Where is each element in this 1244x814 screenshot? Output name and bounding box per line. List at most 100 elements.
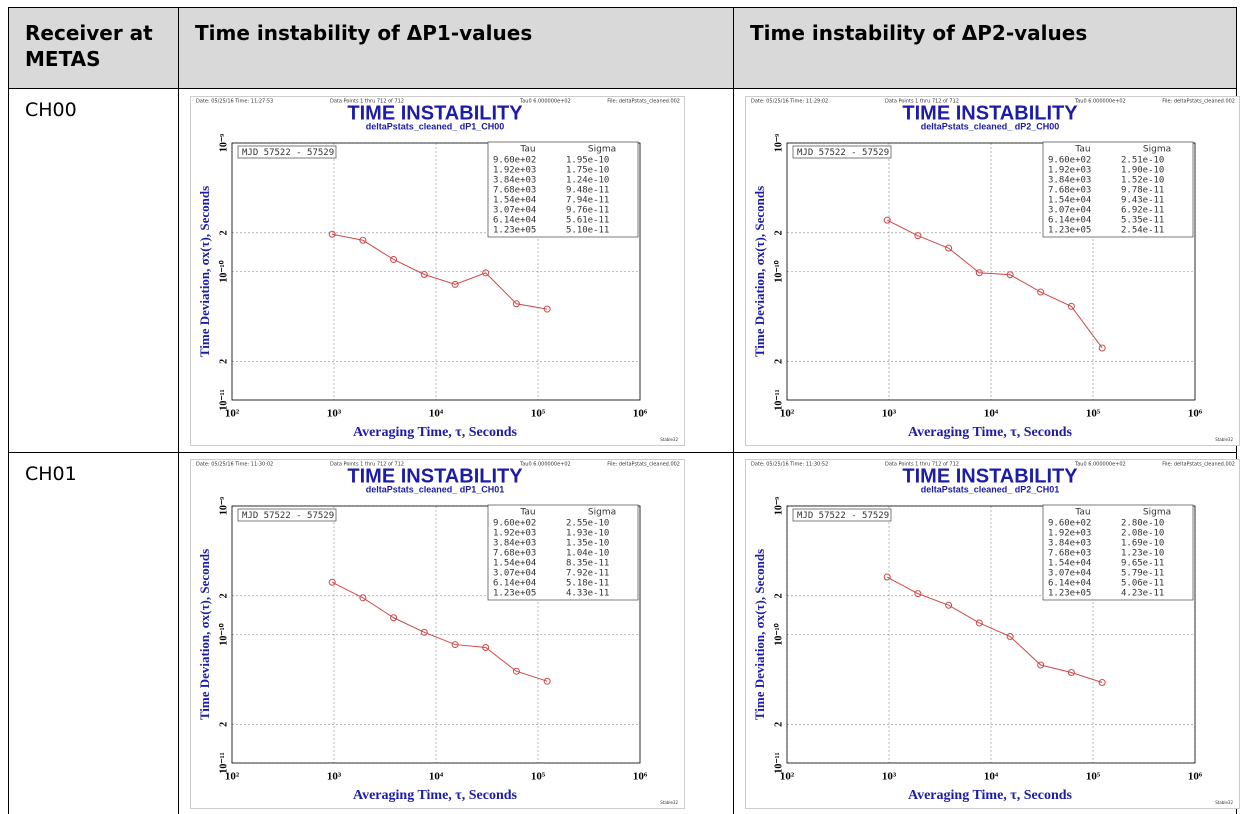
value-table-sigma: 9.78e-11 (1121, 186, 1164, 196)
chart-header: File: deltaPstats_cleaned.002 (607, 99, 680, 105)
data-point (914, 590, 922, 598)
stability-chart: Date: 05/25/16 Time: 11:30:02 Data Points… (190, 459, 685, 809)
x-tick-label: 10² (780, 408, 795, 420)
header-cell: Receiver at METAS (8, 7, 178, 88)
chart-header: Tau0 6.000000e+02 (1074, 99, 1126, 105)
value-table-box (487, 504, 639, 601)
value-table-tau: 1.23e+05 (1048, 226, 1091, 236)
value-table-sigma: 1.90e-10 (1121, 166, 1164, 176)
data-point (543, 677, 551, 685)
annotation: MJD 57522 - 57529 (242, 148, 334, 158)
data-point (1067, 302, 1075, 310)
x-tick-label: 10³ (327, 771, 342, 783)
chart-footer: Stable32 (660, 437, 678, 442)
x-axis-label: Averaging Time, τ, Seconds (353, 425, 518, 440)
chart-cell (178, 88, 733, 452)
y-tick-label: 10⁻⁹ (218, 497, 229, 515)
data-point (1067, 669, 1075, 677)
data-point (1006, 271, 1014, 279)
value-table-sigma: 7.94e-11 (566, 196, 609, 206)
y-axis-label: Time Deviation, σx(τ), Seconds (752, 186, 767, 357)
y-tick-label: 2 (773, 230, 784, 235)
y-axis-label: Time Deviation, σx(τ), Seconds (197, 549, 212, 720)
chart-header: Tau0 6.000000e+02 (519, 99, 571, 105)
data-line (886, 219, 1103, 349)
value-table-sigma: 2.80e-10 (1121, 519, 1164, 529)
data-point (512, 667, 520, 675)
value-table-tau: 1.23e+05 (493, 589, 536, 599)
data-point (482, 644, 490, 652)
chart-footer: Stable32 (1215, 800, 1233, 805)
value-table-sigma: 8.35e-11 (566, 559, 609, 569)
plot-frame (231, 142, 641, 401)
value-table-tau: 3.84e+03 (493, 176, 536, 186)
value-table-header: Sigma (588, 145, 616, 155)
value-table-sigma: 1.93e-10 (566, 529, 609, 539)
y-tick-label: 10⁻⁹ (218, 134, 229, 152)
chart-header: Data Points 1 thru 712 of 712 (330, 99, 404, 105)
x-tick-label: 10⁶ (633, 771, 648, 783)
value-table-tau: 6.14e+04 (493, 579, 536, 589)
value-table-header: Tau (1074, 145, 1090, 155)
value-table-tau: 3.07e+04 (493, 206, 536, 216)
value-table-tau: 3.84e+03 (493, 539, 536, 549)
y-axis-label: Time Deviation, σx(τ), Seconds (197, 186, 212, 357)
chart-header: Data Points 1 thru 712 of 712 (330, 462, 404, 468)
data-point (482, 269, 490, 277)
value-table-sigma: 2.54e-11 (1121, 226, 1164, 236)
data-line (331, 581, 548, 682)
value-table-header: Sigma (1143, 145, 1171, 155)
value-table-tau: 1.23e+05 (1048, 589, 1091, 599)
y-tick-label: 2 (218, 593, 229, 598)
plot-frame (786, 142, 1196, 401)
chart-subtitle: deltaPstats_cleaned_ dP1_CH01 (366, 484, 505, 494)
data-point (359, 594, 367, 602)
value-table-tau: 9.60e+02 (1048, 519, 1091, 529)
data-point (390, 255, 398, 263)
chart-header: File: deltaPstats_cleaned.002 (1162, 99, 1235, 105)
value-table-tau: 1.92e+03 (1048, 529, 1091, 539)
value-table-sigma: 1.75e-10 (566, 166, 609, 176)
value-table-tau: 7.68e+03 (1048, 549, 1091, 559)
chart-header: File: deltaPstats_cleaned.002 (1162, 462, 1235, 468)
value-table-sigma: 1.52e-10 (1121, 176, 1164, 186)
y-tick-label: 10⁻¹¹ (218, 389, 229, 410)
value-table-tau: 1.92e+03 (1048, 166, 1091, 176)
x-tick-label: 10⁴ (429, 771, 444, 783)
y-tick-label: 2 (218, 230, 229, 235)
x-tick-label: 10⁵ (531, 771, 546, 783)
data-point (1037, 288, 1045, 296)
value-table-tau: 1.92e+03 (493, 166, 536, 176)
value-table-sigma: 6.92e-11 (1121, 206, 1164, 216)
row-label-cell: CH00 (8, 88, 178, 452)
value-table-tau: 1.23e+05 (493, 226, 536, 236)
x-tick-label: 10⁴ (984, 771, 999, 783)
y-tick-label: 10⁻¹⁰ (218, 623, 229, 645)
value-table-sigma: 9.43e-11 (1121, 196, 1164, 206)
row-label-cell: CH01 (8, 452, 178, 814)
chart-header: Tau0 6.000000e+02 (1074, 462, 1126, 468)
x-tick-label: 10³ (882, 771, 897, 783)
y-tick-label: 10⁻¹¹ (218, 752, 229, 773)
value-table-header: Sigma (588, 508, 616, 518)
stability-chart: Date: 05/25/16 Time: 11:29:02 Data Points… (745, 96, 1240, 446)
chart-title: TIME INSTABILITY (902, 102, 1078, 124)
chart-subtitle: deltaPstats_cleaned_ dP1_CH00 (366, 121, 505, 131)
value-table-sigma: 5.06e-11 (1121, 579, 1164, 589)
data-point (945, 601, 953, 609)
data-point (512, 300, 520, 308)
data-point (914, 232, 922, 240)
value-table-sigma: 5.79e-11 (1121, 569, 1164, 579)
y-tick-label: 10⁻⁹ (773, 497, 784, 515)
value-table-tau: 9.60e+02 (493, 519, 536, 529)
value-table-header: Tau (519, 145, 535, 155)
chart-header: Date: 05/25/16 Time: 11:27:53 (196, 99, 273, 105)
value-table-sigma: 1.95e-10 (566, 156, 609, 166)
y-axis-label: Time Deviation, σx(τ), Seconds (752, 549, 767, 720)
annotation-box (792, 508, 892, 522)
annotation-box (237, 145, 337, 159)
data-point (420, 628, 428, 636)
y-tick-label: 2 (773, 359, 784, 364)
data-point (328, 230, 336, 238)
